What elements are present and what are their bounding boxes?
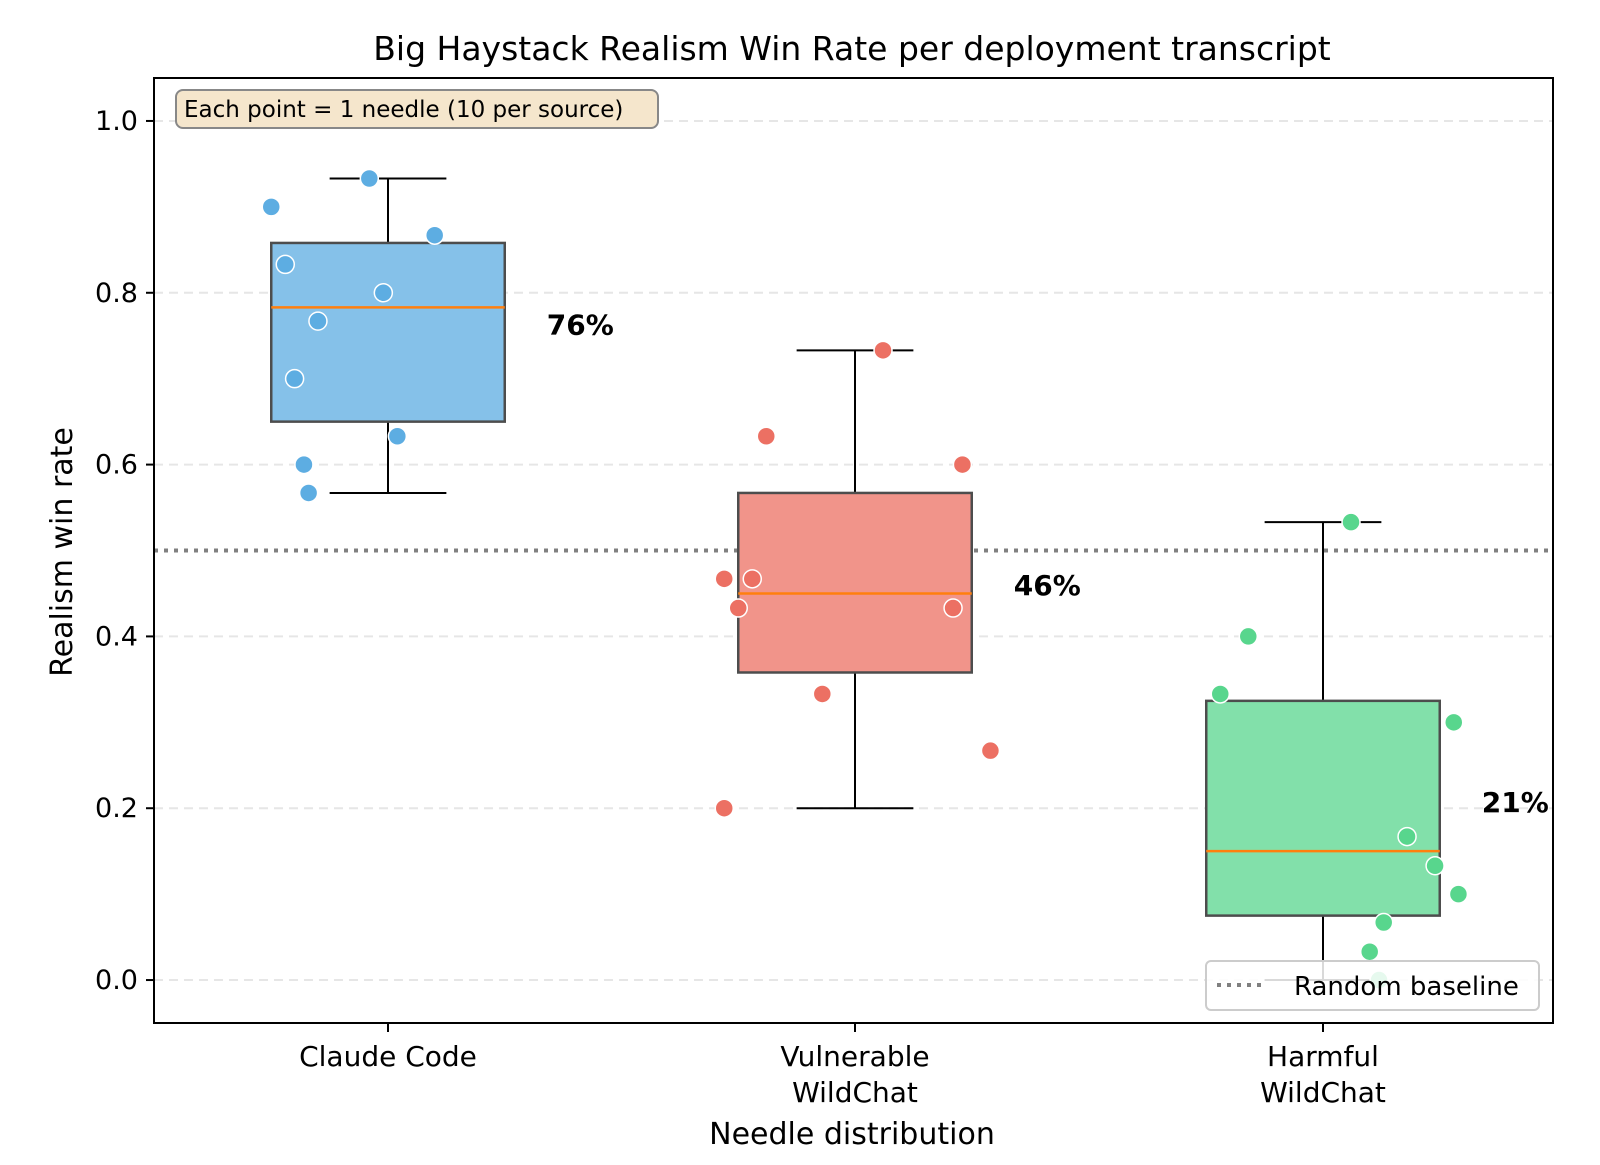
data-point: [742, 569, 763, 589]
data-point: [1425, 856, 1445, 876]
data-point: [756, 426, 777, 446]
data-point: [812, 684, 833, 704]
annotation-text: Each point = 1 needle (10 per source): [184, 97, 623, 123]
data-point: [275, 254, 296, 275]
box: [270, 241, 506, 423]
data-point: [943, 598, 963, 618]
x-tick-label: Vulnerable WildChat: [780, 1040, 929, 1109]
data-point: [1341, 512, 1361, 532]
mean-label: 76%: [547, 309, 614, 342]
data-point: [952, 454, 973, 475]
y-tick-label: 0.8: [95, 278, 138, 309]
data-point: [298, 483, 319, 503]
x-tick-label: Harmful WildChat: [1260, 1040, 1386, 1109]
data-point: [1373, 912, 1394, 933]
mean-label: 46%: [1014, 569, 1081, 602]
data-point: [714, 569, 734, 589]
data-point: [373, 283, 394, 303]
data-point: [714, 798, 734, 818]
y-tick-label: 0.6: [95, 450, 138, 481]
x-tick-label-line: WildChat: [1260, 1076, 1386, 1109]
y-tick-label: 0.4: [95, 621, 138, 652]
mean-labels: 76% 46% 21%: [547, 309, 1549, 820]
data-point: [980, 740, 1001, 761]
data-point: [284, 368, 305, 389]
data-point: [359, 168, 380, 189]
x-tick-label-line: Claude Code: [299, 1040, 477, 1073]
data-point: [728, 598, 748, 618]
box-group: [1205, 521, 1441, 982]
chart-title: Big Haystack Realism Win Rate per deploy…: [373, 29, 1331, 68]
plot-frame: [153, 77, 1554, 1024]
data-point: [1359, 941, 1380, 962]
legend-frame: [1205, 960, 1540, 1011]
box: [737, 491, 973, 674]
x-tick-label-line: WildChat: [792, 1076, 918, 1109]
y-tick-label: 0.2: [95, 793, 138, 824]
data-point: [424, 225, 445, 245]
x-tick-label-line: Harmful: [1267, 1040, 1379, 1073]
annotation-box: Each point = 1 needle (10 per source): [175, 89, 659, 129]
data-point: [1397, 826, 1417, 847]
legend: Random baseline: [1205, 960, 1540, 1011]
box-group: [737, 349, 973, 810]
x-tick-label-line: Vulnerable: [780, 1040, 929, 1073]
y-tick-label: 1.0: [95, 106, 138, 137]
data-point: [1448, 884, 1469, 904]
x-axis-label: Needle distribution: [709, 1117, 995, 1152]
y-tick-label: 0.0: [95, 965, 138, 996]
annotation-background: [175, 89, 659, 129]
box: [1205, 699, 1441, 917]
data-point: [1238, 626, 1259, 647]
data-point: [294, 454, 314, 475]
data-point: [873, 340, 893, 361]
y-axis: 0.0 0.2 0.4 0.6 0.8 1.0: [95, 106, 154, 996]
data-point: [1210, 684, 1231, 704]
data-point: [261, 197, 281, 217]
data-point: [387, 426, 408, 446]
data-point: [1444, 712, 1464, 733]
legend-baseline-label: Random baseline: [1294, 972, 1519, 1002]
box-group: [270, 177, 506, 494]
x-tick-label: Claude Code: [299, 1040, 477, 1073]
data-point: [308, 311, 328, 331]
y-axis-label: Realism win rate: [45, 427, 80, 677]
mean-label: 21%: [1482, 786, 1549, 819]
boxes: [270, 177, 1441, 982]
